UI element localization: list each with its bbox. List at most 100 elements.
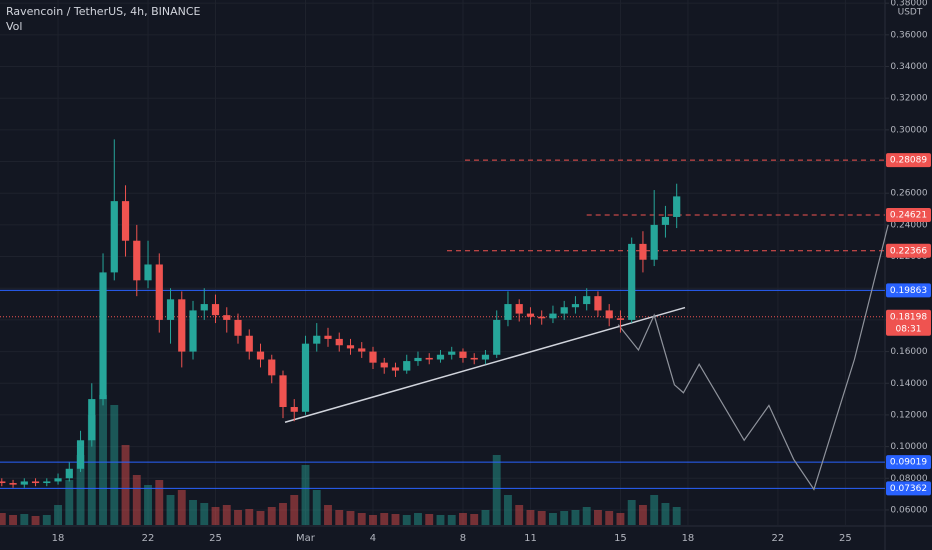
candle-body xyxy=(346,345,355,349)
candle-body xyxy=(234,319,242,336)
volume-bar xyxy=(132,475,141,525)
volume-bar xyxy=(99,395,107,525)
volume-bar xyxy=(616,513,625,525)
candle-body xyxy=(155,264,163,320)
volume-bar xyxy=(54,505,62,525)
candle-body xyxy=(403,361,411,371)
candle-body xyxy=(245,335,253,352)
x-tick-label: Mar xyxy=(296,533,316,544)
last-price-tag xyxy=(886,309,931,336)
candle-body xyxy=(425,357,433,360)
countdown-label: 08:31 xyxy=(896,324,922,334)
volume-bar xyxy=(492,455,501,525)
price-level-label: 0.28089 xyxy=(890,156,927,166)
y-tick-label: 0.36000 xyxy=(890,30,927,40)
candle-body xyxy=(538,316,546,319)
candle-body xyxy=(639,243,647,260)
volume-bar xyxy=(0,513,6,525)
volume-bar xyxy=(312,490,321,525)
x-tick-label: 11 xyxy=(524,533,537,544)
volume-bar xyxy=(346,511,355,525)
price-level-label: 0.19863 xyxy=(890,286,927,296)
candle-body xyxy=(324,335,332,339)
chart-title: Ravencoin / TetherUS, 4h, BINANCE xyxy=(6,5,201,18)
candle-body xyxy=(493,319,501,355)
y-tick-label: 0.26000 xyxy=(890,189,927,199)
candle-body xyxy=(481,354,490,360)
volume-bar xyxy=(515,505,524,525)
candle-body xyxy=(515,304,523,314)
candle-body xyxy=(526,313,535,317)
volume-bar xyxy=(425,514,434,525)
volume-bar xyxy=(582,507,591,525)
volume-bar xyxy=(222,505,231,525)
candle-body xyxy=(470,357,478,360)
volume-bar xyxy=(65,480,74,525)
volume-bar xyxy=(357,513,366,525)
x-tick-label: 8 xyxy=(460,533,466,544)
candle-body xyxy=(369,351,377,363)
candle-body xyxy=(99,272,107,400)
volume-label: Vol xyxy=(6,20,22,33)
unit-label: USDT xyxy=(898,8,923,18)
price-level-tag xyxy=(886,481,931,496)
candle-body xyxy=(583,296,591,305)
candle-body xyxy=(358,348,366,352)
volume-bar xyxy=(324,505,332,525)
candle-body xyxy=(31,481,40,484)
y-tick-label: 0.32000 xyxy=(890,94,927,104)
candle-body xyxy=(256,351,265,360)
volume-bar xyxy=(504,495,512,525)
volume-bar xyxy=(436,515,445,525)
x-tick-label: 18 xyxy=(682,533,695,544)
volume-bar xyxy=(661,503,670,525)
volume-bar xyxy=(290,495,299,525)
volume-bar xyxy=(31,516,40,525)
y-tick-label: 0.30000 xyxy=(890,125,927,135)
candle-body xyxy=(133,240,141,281)
volume-bar xyxy=(650,495,659,525)
candle-body xyxy=(200,304,208,311)
volume-bar xyxy=(447,515,456,525)
x-tick-label: 22 xyxy=(772,533,785,544)
candle-body xyxy=(301,343,310,412)
price-level-label: 0.22366 xyxy=(890,246,927,256)
volume-bar xyxy=(571,510,580,525)
volume-bar xyxy=(627,500,636,525)
x-tick-label: 25 xyxy=(209,533,222,544)
y-tick-label: 0.06000 xyxy=(890,505,927,515)
y-tick-label: 0.16000 xyxy=(890,347,927,357)
volume-bar xyxy=(391,514,400,525)
candle-body xyxy=(43,481,51,484)
volume-bar xyxy=(267,507,276,525)
candle-body xyxy=(313,335,321,344)
volume-bar xyxy=(234,510,242,525)
volume-bar xyxy=(335,510,344,525)
trendline xyxy=(284,306,686,423)
volume-bar xyxy=(301,465,310,525)
candle-body xyxy=(144,264,152,281)
price-level-label: 0.24621 xyxy=(890,211,927,221)
candle-body xyxy=(110,201,118,273)
volume-bar xyxy=(526,510,535,525)
candle-body xyxy=(549,313,557,319)
volume-bar xyxy=(245,509,254,525)
candle-body xyxy=(459,351,467,358)
candle-body xyxy=(414,357,422,362)
candle-body xyxy=(628,243,636,320)
volume-bar xyxy=(594,510,602,525)
volume-bar xyxy=(42,515,51,525)
volume-bar xyxy=(256,511,265,525)
candle-body xyxy=(290,407,298,412)
x-tick-label: 4 xyxy=(370,533,376,544)
volume-bar xyxy=(279,503,287,525)
volume-bar xyxy=(639,505,647,525)
candle-body xyxy=(594,296,602,311)
volume-bar xyxy=(560,511,569,525)
candle-body xyxy=(661,216,670,225)
volume-bar xyxy=(672,507,681,525)
volume-bar xyxy=(380,513,389,525)
y-tick-label: 0.34000 xyxy=(890,62,927,72)
candle-body xyxy=(76,440,85,469)
